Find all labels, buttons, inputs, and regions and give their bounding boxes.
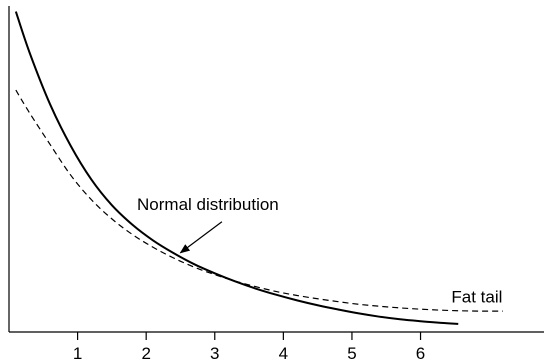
x-tick-label: 5 — [347, 344, 356, 363]
axes — [8, 6, 544, 333]
x-tick-label: 2 — [141, 344, 150, 363]
x-ticks: 1 2 3 4 5 6 — [73, 332, 425, 363]
series — [14, 11, 503, 325]
annotations: Normal distribution Fat tail — [137, 195, 502, 307]
normal-distribution-label: Normal distribution — [137, 195, 279, 214]
x-tick-label: 3 — [210, 344, 219, 363]
normal-distribution-arrow — [179, 221, 223, 254]
fat-tail-curve — [15, 89, 503, 312]
fat-tail-label: Fat tail — [451, 288, 502, 307]
x-tick-label: 6 — [416, 344, 425, 363]
x-tick-label: 4 — [279, 344, 288, 363]
x-tick-label: 1 — [73, 344, 82, 363]
normal-distribution-curve — [14, 11, 459, 325]
